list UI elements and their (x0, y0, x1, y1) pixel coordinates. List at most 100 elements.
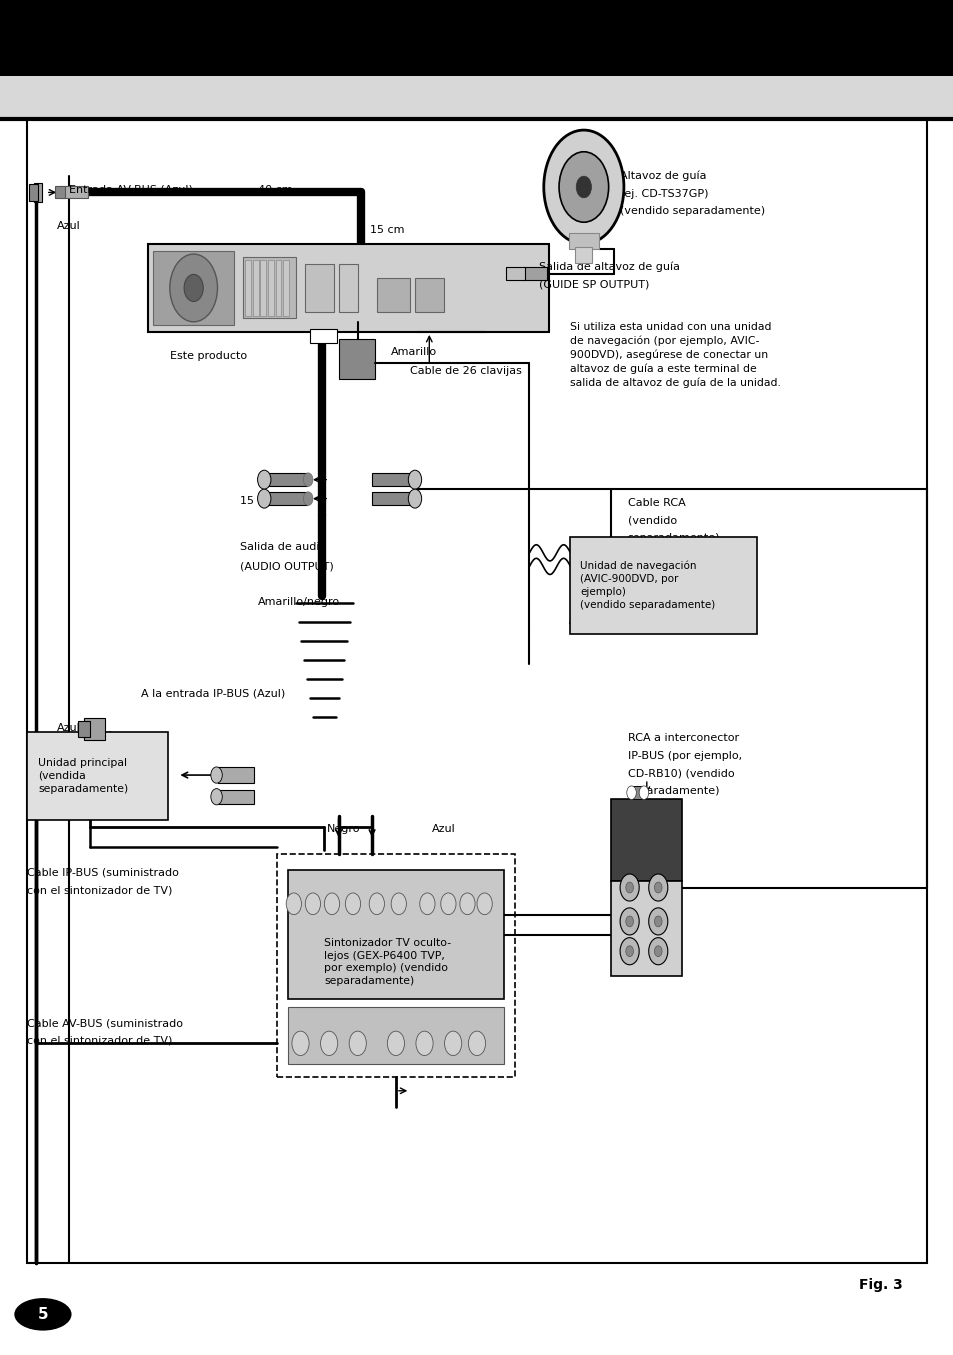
Text: Cuando conecte con una unidad principal Pioneer: Cuando conecte con una unidad principal … (30, 88, 555, 107)
Circle shape (476, 893, 492, 915)
Circle shape (257, 489, 271, 508)
Text: separadamente): separadamente) (627, 786, 720, 797)
Text: A la entrada IP-BUS (Azul): A la entrada IP-BUS (Azul) (141, 688, 285, 699)
Circle shape (419, 893, 435, 915)
Text: Cable RCA: Cable RCA (627, 497, 685, 508)
Bar (148, 244, 548, 332)
Bar (27, 732, 168, 820)
Bar (217, 767, 253, 783)
Text: Cable IP-BUS (suministrado: Cable IP-BUS (suministrado (27, 867, 178, 878)
Text: Sintonizador TV oculto-
lejos (GEX-P6400 TVP,
por exemplo) (vendido
separadament: Sintonizador TV oculto- lejos (GEX-P6400… (324, 938, 451, 986)
Circle shape (543, 130, 623, 244)
Text: (GUIDE SP OUTPUT): (GUIDE SP OUTPUT) (538, 279, 649, 290)
Bar (55, 186, 65, 198)
Circle shape (440, 893, 456, 915)
Circle shape (170, 255, 217, 322)
Bar (288, 1007, 503, 1064)
Circle shape (576, 176, 591, 198)
Circle shape (639, 786, 648, 799)
Text: Cable AV-BUS (suministrado: Cable AV-BUS (suministrado (27, 1018, 183, 1028)
Text: 5: 5 (37, 1306, 49, 1322)
Bar (338, 264, 357, 312)
Bar (268, 260, 274, 316)
Bar (260, 260, 266, 316)
Text: Amarillo/negro: Amarillo/negro (257, 596, 339, 607)
Circle shape (459, 893, 475, 915)
Bar (575, 247, 592, 263)
Bar (376, 278, 410, 312)
Text: separadamente): separadamente) (627, 533, 720, 543)
Text: Altavoz de guía: Altavoz de guía (619, 171, 706, 182)
Text: (ej. CD-TS37GP): (ej. CD-TS37GP) (619, 188, 708, 199)
Circle shape (257, 470, 271, 489)
Text: Salida de altavoz de guía: Salida de altavoz de guía (538, 262, 679, 272)
Text: IP-BUS (por ejemplo,: IP-BUS (por ejemplo, (627, 751, 741, 762)
Bar (0, 76, 953, 119)
Circle shape (468, 1031, 485, 1056)
Text: (vendido separadamente): (vendido separadamente) (619, 206, 764, 217)
Circle shape (654, 946, 661, 957)
Circle shape (387, 1031, 404, 1056)
Circle shape (625, 946, 633, 957)
Circle shape (648, 938, 667, 965)
Text: RCA a interconector: RCA a interconector (627, 733, 738, 744)
Circle shape (626, 786, 636, 799)
Text: Negro: Negro (327, 824, 360, 835)
Circle shape (416, 1031, 433, 1056)
Circle shape (324, 893, 339, 915)
Bar (275, 260, 281, 316)
Circle shape (444, 1031, 461, 1056)
Text: 40 cm: 40 cm (257, 184, 292, 195)
Bar (305, 264, 334, 312)
Circle shape (286, 893, 301, 915)
Circle shape (369, 893, 384, 915)
Circle shape (625, 882, 633, 893)
Circle shape (320, 1031, 337, 1056)
Text: con el sintonizador de TV): con el sintonizador de TV) (27, 1035, 172, 1046)
Circle shape (184, 274, 203, 302)
Text: Unidad de navegación
(AVIC-900DVD, por
ejemplo)
(vendido separadamente): Unidad de navegación (AVIC-900DVD, por e… (579, 561, 715, 610)
Bar (568, 233, 598, 249)
Circle shape (654, 882, 661, 893)
Bar (27, 84, 926, 1263)
Text: Conexión de las unidades: Conexión de las unidades (30, 28, 339, 47)
Text: Azul: Azul (57, 221, 81, 232)
Bar (610, 881, 681, 976)
Circle shape (648, 874, 667, 901)
Circle shape (303, 492, 313, 505)
Bar (253, 260, 258, 316)
Bar (372, 492, 412, 505)
Text: Si utiliza esta unidad con una unidad
de navegación (por ejemplo, AVIC-
900DVD),: Si utiliza esta unidad con una unidad de… (570, 322, 781, 388)
Ellipse shape (14, 1298, 71, 1331)
Text: 15 cm: 15 cm (370, 225, 404, 236)
Bar (152, 251, 233, 325)
Bar (78, 721, 90, 737)
Text: Este producto: Este producto (170, 351, 247, 362)
Text: Negro: Negro (417, 1049, 451, 1060)
Bar (283, 260, 289, 316)
Circle shape (349, 1031, 366, 1056)
Bar (267, 492, 307, 505)
Bar (245, 260, 251, 316)
Bar (372, 473, 412, 486)
Bar (243, 257, 295, 318)
Text: (AUDIO OUTPUT): (AUDIO OUTPUT) (240, 561, 334, 572)
Bar (310, 329, 336, 343)
Text: Entrada AV-BUS (Azul): Entrada AV-BUS (Azul) (69, 184, 193, 195)
Circle shape (558, 152, 608, 222)
Bar (570, 537, 756, 634)
Circle shape (408, 470, 421, 489)
Text: Fig. 3: Fig. 3 (858, 1278, 902, 1291)
Text: con el sintonizador de TV): con el sintonizador de TV) (27, 885, 172, 896)
Bar (59, 186, 88, 198)
Text: (vendido: (vendido (627, 515, 676, 526)
Text: Azul: Azul (57, 722, 81, 733)
Bar (522, 267, 546, 280)
Bar (217, 790, 253, 804)
Circle shape (211, 767, 222, 783)
Bar (84, 718, 105, 740)
Bar (276, 854, 515, 1077)
Text: separadamente): separadamente) (307, 953, 399, 963)
Text: lejos (GEX-P6400 TVP,: lejos (GEX-P6400 TVP, (307, 917, 430, 928)
Text: Salida de audio: Salida de audio (240, 542, 326, 553)
